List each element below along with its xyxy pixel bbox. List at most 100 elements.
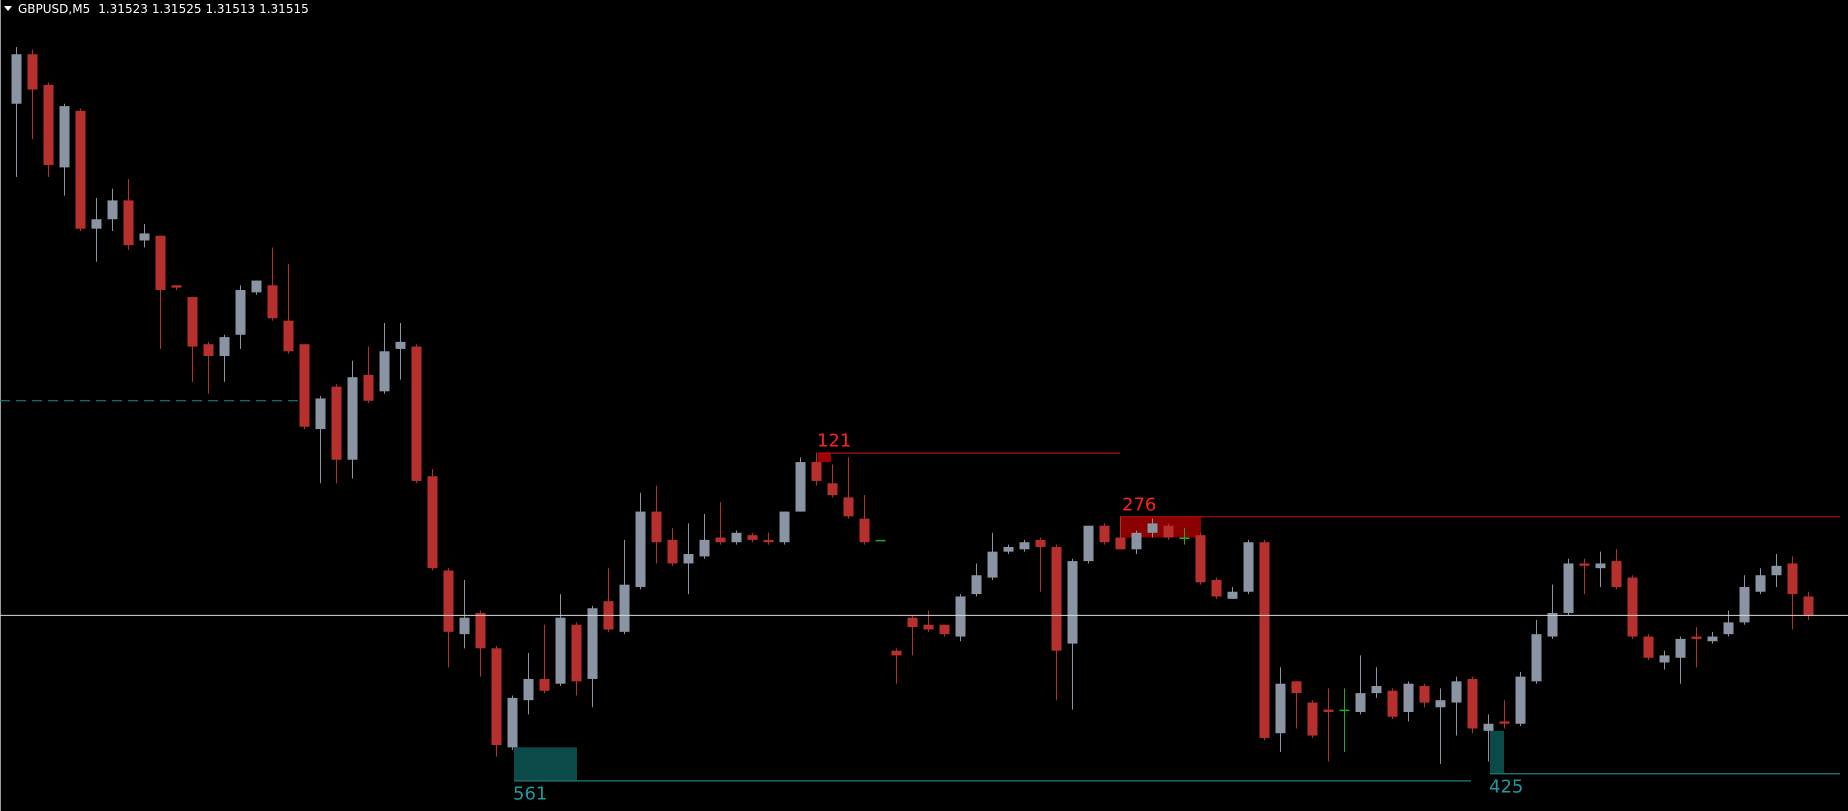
candle-body bbox=[651, 511, 662, 543]
candle-body bbox=[1147, 523, 1158, 533]
candle-body bbox=[1771, 565, 1782, 576]
candle-body bbox=[1083, 525, 1094, 562]
candle-body bbox=[1355, 693, 1366, 712]
candle-body bbox=[1691, 636, 1702, 639]
candle-body bbox=[907, 617, 918, 628]
candle-body bbox=[427, 476, 438, 569]
candle-body bbox=[11, 54, 22, 104]
candle-body bbox=[1387, 690, 1398, 717]
candle-body bbox=[1163, 525, 1174, 538]
candle-body bbox=[1243, 542, 1254, 592]
candle-body bbox=[1755, 575, 1766, 592]
candle-body bbox=[379, 351, 390, 392]
candle-body bbox=[507, 697, 518, 748]
candle-body bbox=[299, 344, 310, 427]
candle-body bbox=[1435, 700, 1446, 708]
candle-body bbox=[1483, 723, 1494, 731]
candle-body bbox=[587, 608, 598, 679]
candle-body bbox=[747, 535, 758, 540]
candle-body bbox=[1019, 542, 1030, 550]
zone-box bbox=[1121, 516, 1201, 538]
candle-body bbox=[555, 617, 566, 684]
candle-body bbox=[475, 612, 486, 649]
candle-body bbox=[1195, 535, 1206, 583]
candle-body bbox=[443, 570, 454, 632]
candle-body bbox=[171, 285, 182, 288]
candle-body bbox=[955, 596, 966, 637]
low: 1.31513 bbox=[205, 2, 255, 16]
high: 1.31525 bbox=[152, 2, 202, 16]
candle-body bbox=[1323, 709, 1334, 712]
candle-body bbox=[235, 289, 246, 335]
candle-body bbox=[1579, 563, 1590, 566]
candle-body bbox=[1739, 587, 1750, 623]
candle-body bbox=[331, 386, 342, 460]
candle-body bbox=[923, 624, 934, 630]
candle-body bbox=[1339, 709, 1350, 712]
candle-body bbox=[1467, 678, 1478, 729]
candle-body bbox=[827, 483, 838, 496]
candle-body bbox=[763, 539, 774, 543]
candle-body bbox=[1659, 655, 1670, 663]
candle-body bbox=[891, 650, 902, 656]
zone-label: 425 bbox=[1489, 776, 1523, 797]
candle-body bbox=[1707, 636, 1718, 642]
close: 1.31515 bbox=[259, 2, 309, 16]
candle-body bbox=[1115, 537, 1126, 550]
zone-box bbox=[818, 452, 831, 463]
candle-body bbox=[571, 624, 582, 682]
candle-body bbox=[459, 617, 470, 635]
candle-body bbox=[1643, 636, 1654, 658]
candle-body bbox=[1803, 596, 1814, 616]
header: GBPUSD,M5 1.31523 1.31525 1.31513 1.31515 bbox=[18, 2, 309, 16]
candle-body bbox=[667, 539, 678, 564]
candle-body bbox=[1787, 563, 1798, 595]
candle-body bbox=[1675, 638, 1686, 658]
candle-body bbox=[1371, 686, 1382, 694]
candle-body bbox=[187, 297, 198, 347]
candle-body bbox=[91, 219, 102, 229]
candle-body bbox=[1547, 612, 1558, 637]
candle-body bbox=[1531, 634, 1542, 682]
candle-body bbox=[683, 554, 694, 564]
candle-body bbox=[155, 235, 166, 290]
candle-body bbox=[139, 233, 150, 241]
candle-body bbox=[411, 346, 422, 481]
candle-body bbox=[523, 678, 534, 701]
candle-body bbox=[1179, 537, 1190, 540]
candle-body bbox=[1499, 721, 1510, 724]
candle-body bbox=[875, 539, 886, 542]
candle-body bbox=[491, 648, 502, 745]
candle-body bbox=[1515, 676, 1526, 724]
candle-body bbox=[1611, 561, 1622, 588]
candle-body bbox=[283, 320, 294, 352]
candle-body bbox=[59, 106, 70, 168]
candle-body bbox=[315, 398, 326, 430]
candle-body bbox=[395, 341, 406, 349]
candle-body bbox=[1051, 546, 1062, 651]
candle-body bbox=[1403, 683, 1414, 712]
candle-body bbox=[123, 200, 134, 246]
candle-body bbox=[635, 511, 646, 588]
candle-body bbox=[251, 280, 262, 293]
candle-body bbox=[779, 511, 790, 543]
candle-body bbox=[1131, 532, 1142, 550]
zone-label: 121 bbox=[817, 431, 851, 452]
candle-body bbox=[1307, 702, 1318, 736]
candle-body bbox=[1291, 681, 1302, 694]
candle-body bbox=[1723, 622, 1734, 635]
symbol: GBPUSD,M5 bbox=[18, 2, 90, 16]
candle-body bbox=[699, 539, 710, 557]
candle-body bbox=[1227, 591, 1238, 599]
candle-body bbox=[1035, 539, 1046, 547]
candle-body bbox=[1563, 563, 1574, 613]
candle-body bbox=[1099, 525, 1110, 543]
menu-arrow[interactable] bbox=[4, 6, 12, 11]
zone-box bbox=[514, 747, 577, 781]
candle-body bbox=[1627, 577, 1638, 637]
candle-body bbox=[971, 575, 982, 595]
candle-body bbox=[1259, 542, 1270, 738]
